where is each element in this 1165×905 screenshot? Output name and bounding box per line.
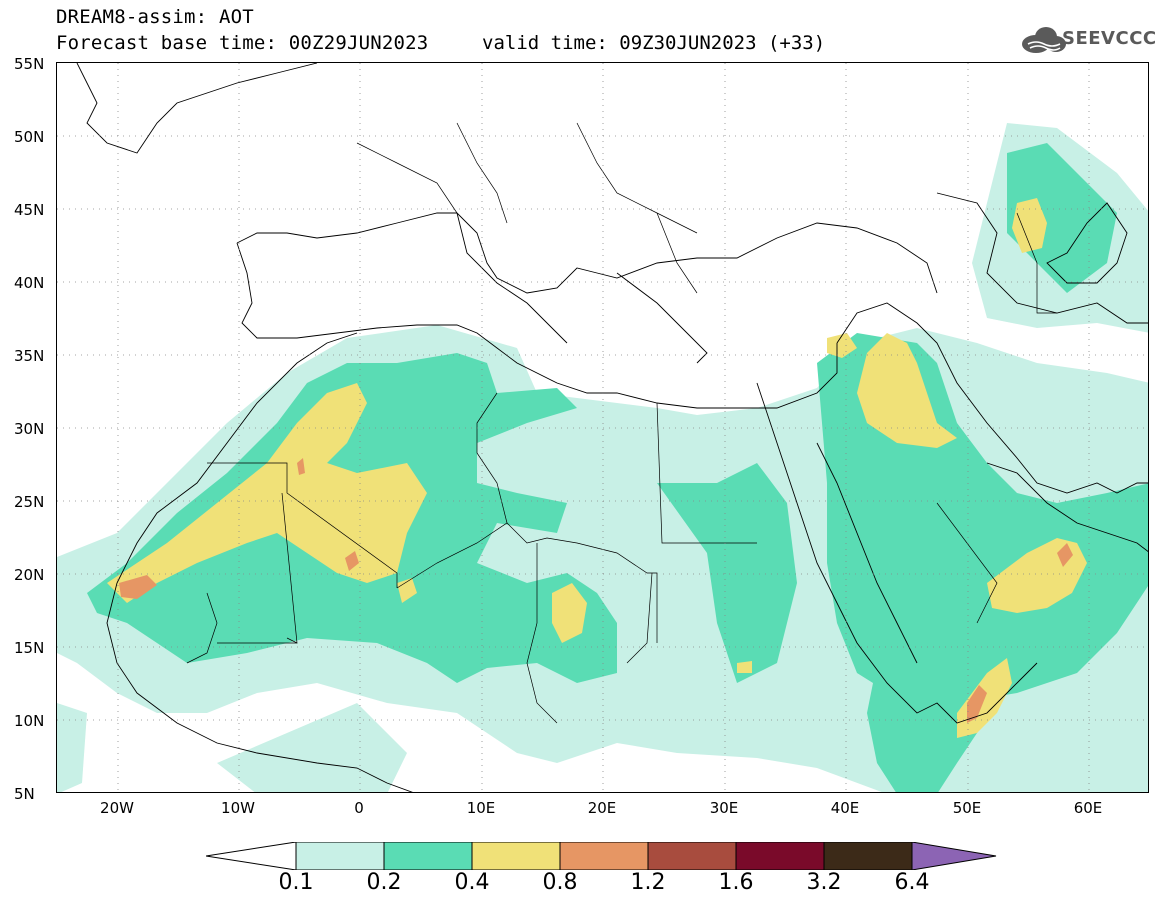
colorbar-label-0.2: 0.2 — [366, 870, 402, 895]
lon-label-60e: 60E — [1073, 799, 1103, 817]
coastlines — [76, 63, 1148, 792]
chart-title: DREAM8-assim: AOT — [56, 6, 254, 28]
lat-label-10n: 10N — [14, 712, 45, 730]
colorbar-box-1 — [295, 842, 385, 870]
colorbar-box-6 — [735, 842, 825, 870]
lat-label-20n: 20N — [14, 566, 45, 584]
colorbar-label-0.4: 0.4 — [454, 870, 490, 895]
lat-label-45n: 45N — [14, 201, 45, 219]
lat-label-50n: 50N — [14, 128, 45, 146]
map-panel — [56, 62, 1149, 793]
lon-label-10e: 10E — [466, 799, 496, 817]
lat-label-5n: 5N — [14, 785, 35, 803]
colorbar-low-arrow — [206, 842, 297, 870]
colorbar-label-3.2: 3.2 — [806, 870, 842, 895]
lon-label-40e: 40E — [830, 799, 860, 817]
colorbar-box-3 — [471, 842, 561, 870]
logo-text: SEEVCCC — [1062, 28, 1157, 49]
colorbar-label-1.2: 1.2 — [630, 870, 666, 895]
colorbar — [206, 842, 997, 870]
cloud-logo-icon — [1022, 27, 1066, 53]
colorbar-box-5 — [647, 842, 737, 870]
colorbar-box-4 — [559, 842, 649, 870]
lat-label-30n: 30N — [14, 420, 45, 438]
colorbar-box-7 — [823, 842, 913, 870]
lon-label-20w: 20W — [100, 799, 134, 817]
forecast-base-time: Forecast base time: 00Z29JUN2023 — [56, 32, 429, 54]
lon-label-0: 0 — [354, 799, 364, 817]
lat-label-25n: 25N — [14, 493, 45, 511]
valid-time: valid time: 09Z30JUN2023 (+33) — [482, 32, 826, 54]
gridlines — [57, 63, 1148, 792]
aot-map — [57, 63, 1148, 792]
lon-label-10w: 10W — [221, 799, 255, 817]
colorbar-label-6.4: 6.4 — [894, 870, 930, 895]
aot-level-0.4 — [107, 198, 1087, 738]
lon-label-50e: 50E — [952, 799, 982, 817]
colorbar-high-arrow — [911, 842, 997, 870]
lon-label-20e: 20E — [587, 799, 617, 817]
country-borders — [186, 122, 1057, 724]
lat-label-40n: 40N — [14, 274, 45, 292]
colorbar-label-0.8: 0.8 — [542, 870, 578, 895]
lat-label-15n: 15N — [14, 639, 45, 657]
lon-label-30e: 30E — [709, 799, 739, 817]
colorbar-label-0.1: 0.1 — [278, 870, 314, 895]
lat-label-55n: 55N — [14, 55, 45, 73]
lat-label-35n: 35N — [14, 347, 45, 365]
aot-level-0.8 — [119, 458, 1073, 723]
colorbar-label-1.6: 1.6 — [718, 870, 754, 895]
colorbar-box-2 — [383, 842, 473, 870]
